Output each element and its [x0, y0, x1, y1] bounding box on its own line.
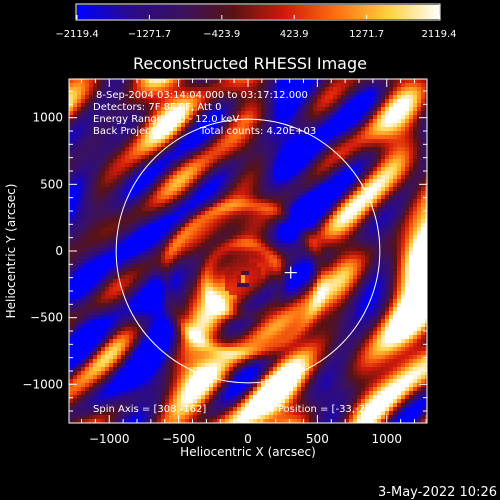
colorbar-tick-label: 1271.7 [349, 29, 384, 40]
heatmap-cells [69, 79, 427, 423]
axis-ticks: −1000 −500 0 500 1000 −1000 −500 0 500 1000 [22, 79, 427, 446]
timestamp: 3-May-2022 10:26 [378, 485, 497, 500]
y-axis-label: Heliocentric Y (arcsec) [4, 184, 18, 319]
colorbar-tick-label: −2119.4 [55, 29, 98, 40]
annotation-flare-position: Flare Position = [-33,-211] [250, 404, 382, 415]
x-tick-label: 500 [306, 432, 329, 446]
y-tick-label: −1000 [22, 377, 63, 391]
x-tick-label: −1000 [89, 432, 130, 446]
x-tick-label: 1000 [371, 432, 402, 446]
colorbar-tick-label: −1271.7 [128, 29, 171, 40]
solar-limb-circle [115, 118, 381, 384]
y-tick-label: 0 [55, 244, 63, 258]
annotation-spin-axis: Spin Axis = [308,-162] [93, 404, 206, 415]
annotation-method: Back Projection [93, 126, 170, 137]
colorbar-tick-label: −423.9 [203, 29, 240, 40]
annotation-energy: Energy Range: 6.0 - 12.0 keV [93, 114, 239, 125]
y-tick-label: 500 [40, 177, 63, 191]
colorbar [77, 5, 440, 19]
x-tick-label: 0 [244, 432, 252, 446]
x-tick-label: −500 [162, 432, 195, 446]
spin-axis-marker [284, 266, 297, 279]
chart-title: Reconstructed RHESSI Image [133, 54, 367, 73]
x-axis-label: Heliocentric X (arcsec) [180, 445, 316, 459]
y-tick-label: −500 [30, 311, 63, 325]
colorbar-tick-label: 423.9 [280, 29, 309, 40]
colorbar-tick-label: 2119.4 [422, 29, 457, 40]
colorbar-frame [75, 3, 441, 21]
annotation-counts: Total counts: 4.20E+03 [199, 126, 316, 137]
y-tick-label: 1000 [32, 111, 63, 125]
annotation-time: 8-Sep-2004 03:14:04.000 to 03:17:12.000 [96, 90, 308, 101]
colorbar-ticks: −2119.4 −1271.7 −423.9 423.9 1271.7 2119.4 [55, 15, 457, 40]
annotation-detectors: Detectors: 7F 8F 9F, Att 0 [93, 102, 221, 113]
